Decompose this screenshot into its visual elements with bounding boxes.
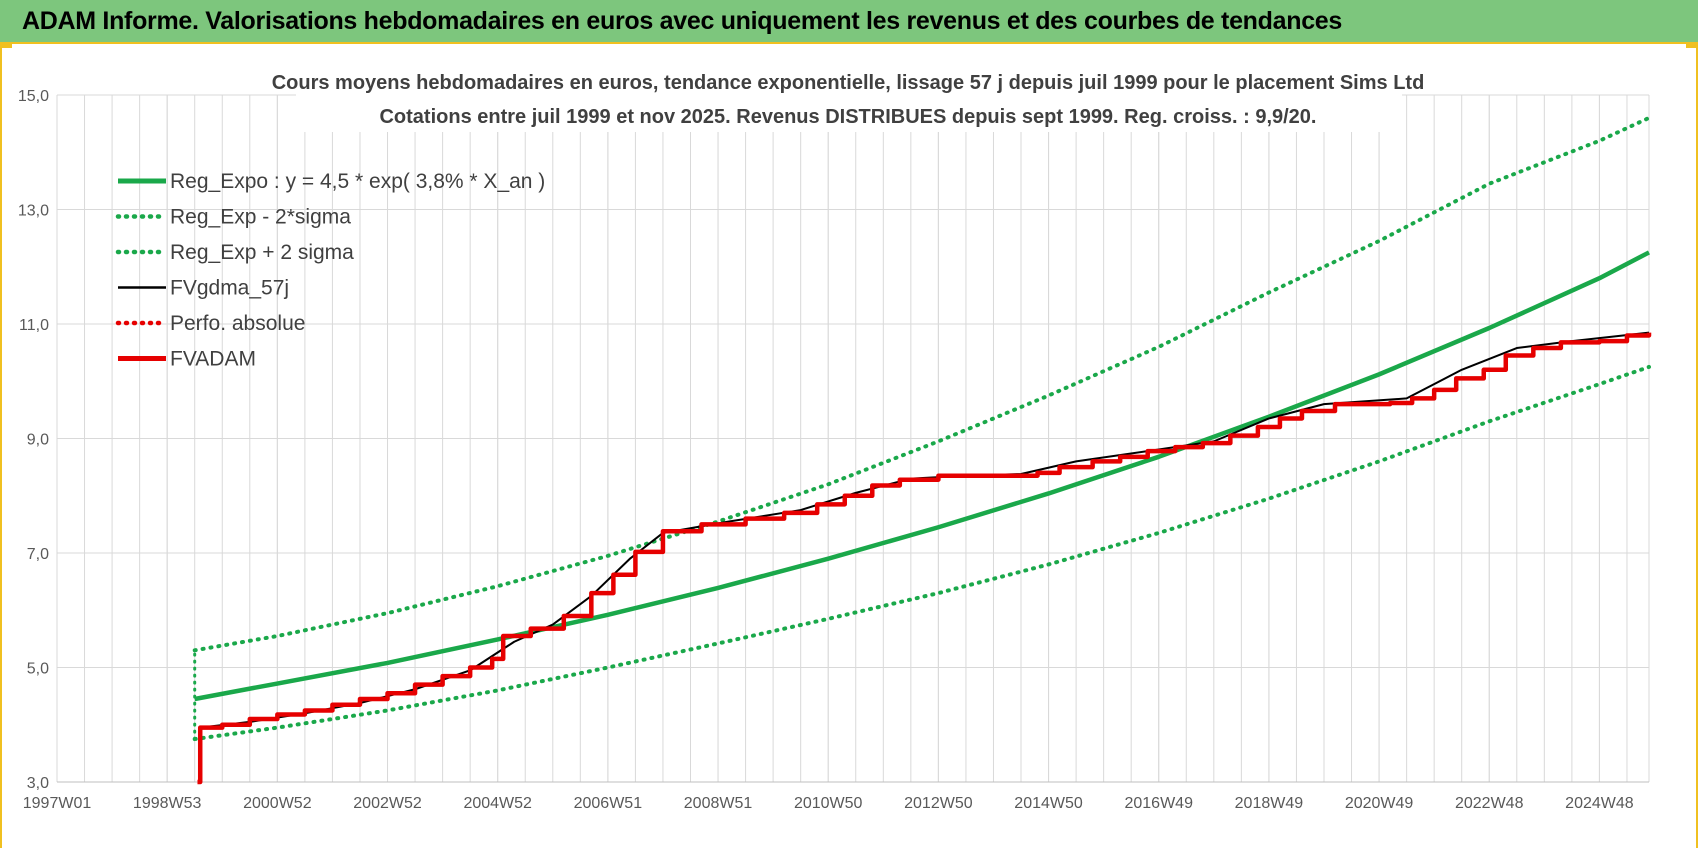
y-tick-label: 3,0 [27, 775, 49, 792]
chart-title-group: Cours moyens hebdomadaires en euros, ten… [272, 68, 1425, 132]
x-tick-label: 2000W52 [243, 795, 312, 812]
chart-title-line-2: Cotations entre juil 1999 et nov 2025. R… [379, 106, 1316, 128]
chart-title-line-1: Cours moyens hebdomadaires en euros, ten… [272, 72, 1425, 94]
y-tick-label: 11,0 [19, 317, 49, 334]
y-tick-label: 5,0 [27, 661, 49, 678]
x-tick-label: 2006W51 [574, 795, 643, 812]
chart-series [192, 115, 1652, 785]
x-tick-label: 2024W48 [1565, 795, 1634, 812]
legend-label-0: Reg_Expo : y = 4,5 * exp( 3,8% * X_an ) [170, 170, 545, 193]
page-title: ADAM Informe. Valorisations hebdomadaire… [22, 7, 1343, 35]
x-tick-label: 2016W49 [1124, 795, 1193, 812]
corner-marker-left [0, 42, 12, 48]
x-tick-label: 2018W49 [1235, 795, 1304, 812]
series-line-0 [194, 250, 1651, 702]
chart-axes: 3,0 5,0 7,0 9,0 11,0 13,0 15,0 1997W01 1998W53 20… [18, 88, 1649, 812]
legend-label-1: Reg_Exp - 2*sigma [170, 206, 351, 229]
corner-marker-right [1686, 42, 1698, 48]
legend-label-3: FVgdma_57j [170, 277, 289, 300]
y-tick-label: 7,0 [27, 546, 49, 563]
legend-label-2: Reg_Exp + 2 sigma [170, 241, 354, 264]
legend-label-5: FVADAM [170, 348, 256, 371]
y-tick-label: 9,0 [27, 432, 49, 449]
x-tick-label: 2002W52 [353, 795, 422, 812]
x-tick-label: 1998W53 [133, 795, 202, 812]
x-tick-label: 2022W48 [1455, 795, 1524, 812]
y-tick-label: 13,0 [18, 203, 49, 220]
legend-label-4: Perfo. absolue [170, 312, 305, 335]
series-line-1 [192, 115, 1651, 653]
x-tick-label: 2008W51 [684, 795, 753, 812]
header-banner: ADAM Informe. Valorisations hebdomadaire… [0, 0, 1698, 44]
chart-title-background [296, 68, 1402, 132]
x-tick-label: 2012W50 [904, 795, 973, 812]
chart-frame [0, 44, 1698, 848]
series-line-2 [192, 364, 1651, 742]
x-tick-label: 2020W49 [1345, 795, 1414, 812]
x-tick-label: 2014W50 [1014, 795, 1083, 812]
x-tick-label: 2004W52 [463, 795, 532, 812]
y-tick-label: 15,0 [18, 88, 49, 105]
x-tick-label: 1997W01 [23, 795, 92, 812]
chart-legend: Reg_Expo : y = 4,5 * exp( 3,8% * X_an ) R… [115, 170, 545, 371]
series-line-5 [197, 332, 1652, 785]
x-tick-label: 2010W50 [794, 795, 863, 812]
